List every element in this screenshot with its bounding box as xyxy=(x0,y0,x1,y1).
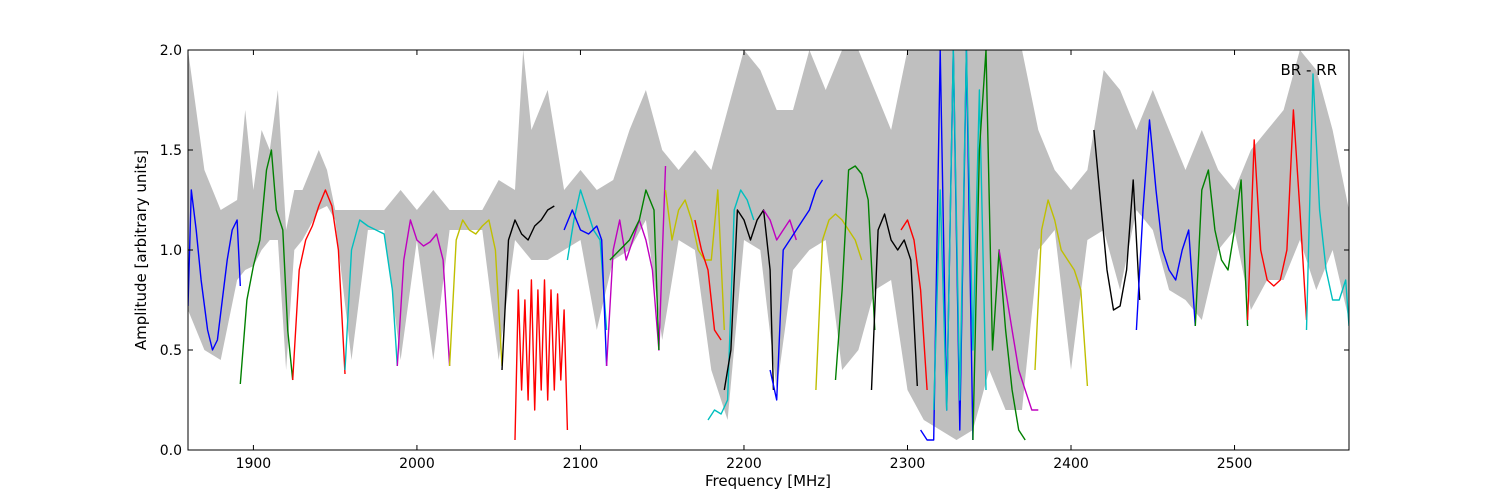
series-line-15 xyxy=(707,189,755,421)
series-line-22 xyxy=(900,219,928,391)
series-line-12 xyxy=(609,189,660,351)
y-axis: 0.0 0.5 1.0 1.5 2.0 xyxy=(160,43,1349,459)
y-tick-label: 2.0 xyxy=(160,43,182,59)
series-line-29 xyxy=(1135,119,1196,331)
y-tick-label: 1.0 xyxy=(160,243,182,259)
series-line-17 xyxy=(763,209,797,241)
series-line-21 xyxy=(870,213,918,391)
series-line-14 xyxy=(694,219,722,341)
y-tick-label: 0.5 xyxy=(160,343,182,359)
series-line-18 xyxy=(769,179,824,401)
x-axis-label: Frequency [MHz] xyxy=(705,472,831,490)
series-line-5 xyxy=(396,219,451,367)
x-axis: 1900 2000 2100 2200 2300 2400 2500 xyxy=(236,50,1253,472)
series-line-28 xyxy=(1093,129,1141,311)
series-line-32 xyxy=(1305,73,1349,331)
series-line-4 xyxy=(344,219,398,371)
series-line-16 xyxy=(723,209,775,391)
series-line-7 xyxy=(501,205,555,371)
series-line-13 xyxy=(664,189,725,331)
series-line-31 xyxy=(1246,109,1308,321)
x-tick-label: 2100 xyxy=(563,456,599,472)
series-line-9 xyxy=(566,189,608,331)
y-tick-label: 0.0 xyxy=(160,443,182,459)
y-axis-label: Amplitude [arbitrary units] xyxy=(132,150,150,350)
x-tick-label: 1900 xyxy=(236,456,272,472)
series-line-19 xyxy=(815,213,863,391)
x-tick-label: 2400 xyxy=(1053,456,1089,472)
series-line-30 xyxy=(1194,169,1249,327)
series-line-10 xyxy=(563,209,608,367)
series-line-6 xyxy=(448,219,503,367)
x-tick-label: 2500 xyxy=(1217,456,1253,472)
series-line-11 xyxy=(605,165,667,367)
envelope-band xyxy=(188,50,1349,440)
x-tick-label: 2000 xyxy=(399,456,435,472)
plot-annotation: BR - RR xyxy=(1280,61,1337,79)
series-line-3 xyxy=(292,189,346,381)
series-line-27 xyxy=(1034,199,1089,387)
series-line-8 xyxy=(514,279,569,441)
x-tick-label: 2200 xyxy=(726,456,762,472)
series-line-1 xyxy=(188,189,241,351)
series-line-26 xyxy=(998,249,1039,411)
series-line-24 xyxy=(933,50,987,411)
x-tick-label: 2300 xyxy=(890,456,926,472)
envelope-layer xyxy=(188,50,1349,440)
series-line-20 xyxy=(834,165,876,381)
series-line-2 xyxy=(239,149,294,385)
y-tick-label: 1.5 xyxy=(160,143,182,159)
series-layer xyxy=(188,50,1349,441)
